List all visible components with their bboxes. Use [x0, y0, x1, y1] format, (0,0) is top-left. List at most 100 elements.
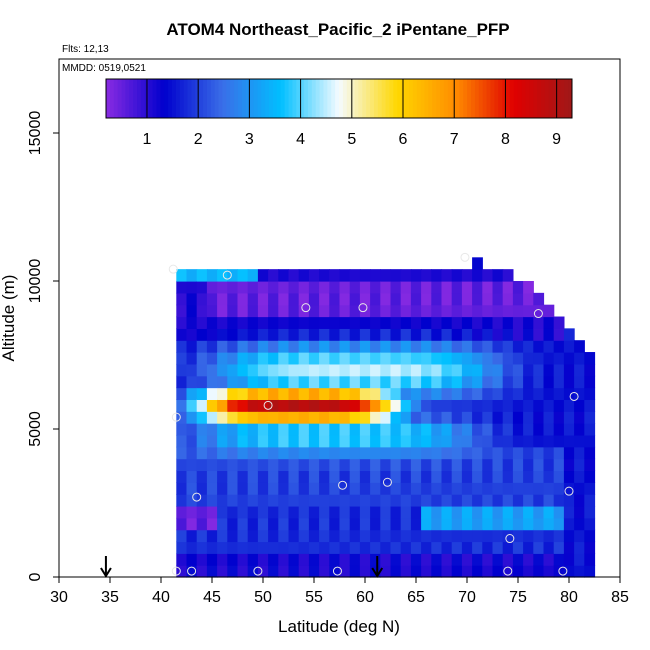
curtain-cell [186, 328, 198, 341]
curtain-cell [288, 517, 300, 531]
colorbar-swatch [393, 79, 398, 118]
curtain-cell [441, 470, 453, 483]
curtain-cell [217, 281, 228, 294]
curtain-cell [492, 541, 504, 554]
curtain-cell [217, 399, 228, 412]
curtain-cell [308, 529, 320, 543]
curtain-cell [451, 352, 463, 365]
curtain-cell [390, 482, 402, 495]
curtain-cell [329, 411, 341, 424]
curtain-cell [176, 304, 188, 318]
colorbar-swatch [183, 79, 189, 118]
curtain-cell [206, 340, 218, 353]
curtain-cell [319, 352, 330, 365]
curtain-cell [308, 375, 320, 389]
curtain-cell [288, 316, 300, 329]
curtain-cell [268, 529, 279, 543]
curtain-cell [421, 565, 432, 578]
curtain-cell [502, 269, 514, 282]
curtain-cell [380, 387, 392, 400]
curtain-cell [257, 434, 269, 448]
x-tick-label: 85 [611, 589, 629, 606]
curtain-cell [512, 517, 524, 531]
sample-point [338, 480, 348, 490]
curtain-cell [319, 494, 330, 507]
curtain-cell [461, 328, 473, 341]
curtain-cell [257, 458, 269, 472]
curtain-cell [196, 458, 208, 472]
curtain-cell [451, 494, 463, 507]
curtain-cell [431, 505, 443, 519]
curtain-cell [563, 517, 575, 531]
curtain-cell [410, 316, 422, 329]
curtain-cell [451, 505, 463, 519]
curtain-cell [247, 411, 259, 424]
curtain-cell [441, 281, 453, 294]
curtain-cell [431, 328, 443, 341]
curtain-cell [298, 494, 310, 507]
curtain-cell [247, 517, 259, 531]
curtain-cell [329, 458, 341, 472]
curtain-cell [247, 316, 259, 329]
curtain-cell [553, 446, 565, 460]
curtain-cell [400, 375, 412, 389]
curtain-cell [257, 505, 269, 519]
curtain-cell [268, 328, 279, 341]
curtain-cell [523, 387, 534, 400]
curtain-cell [523, 281, 534, 294]
colorbar-swatch [502, 79, 507, 118]
curtain-cell [217, 423, 228, 436]
curtain-cell [227, 541, 239, 554]
curtain-cell [288, 375, 300, 389]
curtain-cell [543, 387, 555, 400]
curtain-cell [278, 375, 290, 389]
sample-point [253, 566, 263, 576]
curtain-cell [563, 434, 575, 448]
curtain-cell [196, 411, 208, 424]
curtain-cell [533, 304, 545, 318]
curtain-cell [380, 529, 392, 543]
curtain-cell [492, 565, 504, 578]
curtain-cell [217, 434, 228, 448]
curtain-cell [400, 387, 412, 400]
curtain-cell [380, 411, 392, 424]
curtain-cell [370, 363, 381, 377]
curtain-cell [410, 411, 422, 424]
colorbar-swatch [467, 79, 472, 118]
curtain-cell [441, 541, 453, 554]
curtain-cell [512, 363, 524, 377]
curtain-cell [329, 281, 341, 294]
colorbar-swatch [257, 79, 262, 118]
curtain-cell [370, 494, 381, 507]
curtain-cell [584, 352, 596, 365]
curtain-cell [380, 328, 392, 341]
curtain-cell [400, 352, 412, 365]
curtain-cell [257, 328, 269, 341]
curtain-cell [461, 553, 473, 566]
sample-point [168, 264, 178, 274]
curtain-cell [176, 505, 188, 519]
colorbar-swatch [362, 79, 367, 118]
curtain-cell [278, 292, 290, 306]
curtain-cell [349, 411, 361, 424]
curtain-cell [380, 281, 392, 294]
curtain-cell [380, 423, 392, 436]
colorbar-swatch [315, 79, 321, 118]
dates-label: MMDD: 0519,0521 [62, 63, 146, 74]
curtain-cell [421, 269, 432, 282]
sample-point [263, 400, 273, 410]
curtain-cell [482, 292, 494, 306]
curtain-cell [288, 387, 300, 400]
curtain-cell [482, 470, 494, 483]
curtain-cell [380, 375, 392, 389]
colorbar-swatch [168, 79, 173, 118]
curtain-cell [502, 494, 514, 507]
curtain-cell [237, 411, 249, 424]
colorbar-swatch [234, 79, 239, 118]
colorbar-swatch [443, 79, 449, 118]
curtain-cell [502, 446, 514, 460]
curtain-cell [512, 316, 524, 329]
curtain-cell [227, 470, 239, 483]
curtain-cell [359, 328, 371, 341]
colorbar-swatch [199, 79, 204, 118]
